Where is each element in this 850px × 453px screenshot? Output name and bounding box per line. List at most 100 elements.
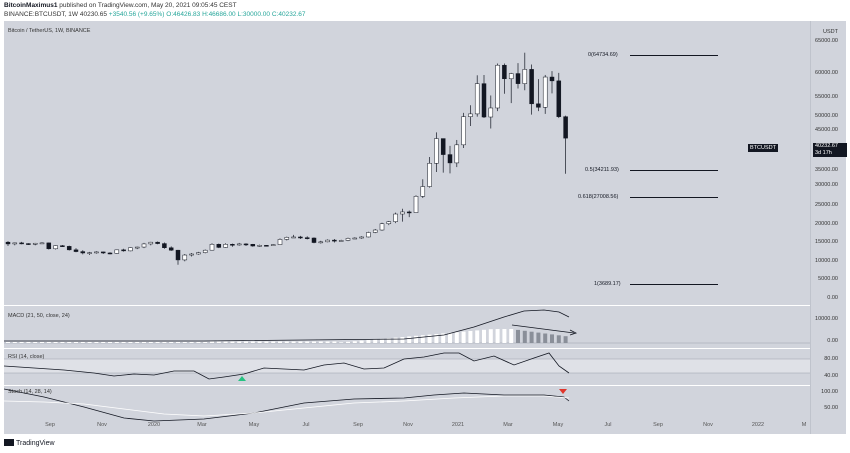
rsi-line xyxy=(4,352,570,380)
rsi-buy-marker xyxy=(238,376,246,381)
pane-divider[interactable] xyxy=(4,305,810,306)
fib-level-05: 0.5(34211.93) xyxy=(585,167,619,173)
macd-histogram-bar xyxy=(543,333,548,343)
macd-histogram-bar xyxy=(60,342,65,343)
macd-histogram-bar xyxy=(271,341,276,343)
macd-histogram-bar xyxy=(393,337,398,343)
published-text: published on TradingView.com, May 20, 20… xyxy=(59,2,237,9)
stoch-pane xyxy=(4,388,570,422)
candle-up xyxy=(236,243,242,246)
macd-histogram-bar xyxy=(407,336,412,343)
candle-down xyxy=(73,249,79,252)
macd-histogram-bar xyxy=(264,341,269,343)
candle-up xyxy=(189,253,194,256)
macd-histogram-bar xyxy=(33,342,38,343)
y-tick: 15000.00 xyxy=(815,239,838,245)
candle-up xyxy=(196,252,201,255)
macd-histogram-bar xyxy=(176,342,180,343)
y-tick: 10000.00 xyxy=(815,258,838,264)
candle-down xyxy=(26,243,31,245)
candle-down xyxy=(175,249,181,261)
footer: TradingView xyxy=(0,436,850,453)
macd-histogram-bar xyxy=(278,341,282,343)
candle-up xyxy=(284,237,290,240)
candle-up xyxy=(209,244,215,251)
x-tick: 2021 xyxy=(451,422,465,428)
candle-up xyxy=(87,252,92,254)
macd-line xyxy=(4,309,570,342)
candle-countdown: 3d 17h xyxy=(815,150,832,156)
macd-histogram-bar xyxy=(454,332,459,343)
macd-tick: 0.00 xyxy=(827,338,838,344)
candle-up xyxy=(474,83,480,115)
macd-histogram-bar xyxy=(434,334,439,343)
macd-histogram-bar xyxy=(556,335,561,343)
fib-line-1 xyxy=(630,284,718,285)
tradingview-logo[interactable]: TradingView xyxy=(4,439,55,447)
macd-histogram-bar xyxy=(210,341,214,343)
candle-down xyxy=(563,116,568,139)
candle-group xyxy=(5,52,568,265)
candle-up xyxy=(223,244,228,248)
macd-histogram-bar xyxy=(359,340,364,343)
fib-level-0: 0(64734.69) xyxy=(588,52,618,58)
candle-up xyxy=(182,254,188,261)
candle-up xyxy=(53,245,58,250)
macd-pane xyxy=(4,309,810,344)
x-tick: Sep xyxy=(45,422,55,428)
macd-label: MACD (21, 50, close, 24) xyxy=(8,313,70,319)
macd-histogram-bar xyxy=(380,338,384,343)
stoch-sell-marker xyxy=(559,389,567,394)
macd-histogram-bar xyxy=(94,342,99,343)
pane-divider[interactable] xyxy=(4,348,810,349)
macd-histogram-bar xyxy=(148,342,153,343)
macd-histogram-bar xyxy=(237,341,242,343)
publish-info: BitcoinMaximus1 published on TradingView… xyxy=(4,2,237,9)
candle-down xyxy=(332,239,337,242)
author-name[interactable]: BitcoinMaximus1 xyxy=(4,2,58,9)
macd-histogram-bar xyxy=(284,341,289,343)
chart-svg[interactable] xyxy=(4,21,810,434)
x-tick: Sep xyxy=(353,422,363,428)
candle-up xyxy=(379,223,385,231)
macd-histogram-bar xyxy=(74,342,78,343)
candle-up xyxy=(114,249,120,254)
candle-up xyxy=(325,239,330,243)
macd-histogram-bar xyxy=(244,341,248,343)
macd-histogram-bar xyxy=(488,329,493,343)
last-price: 40230.65 xyxy=(79,11,107,18)
candle-up xyxy=(338,240,344,242)
macd-histogram-bar xyxy=(80,342,85,343)
macd-histogram-bar xyxy=(522,330,527,343)
rsi-label: RSI (14, close) xyxy=(8,354,45,360)
chart-area[interactable]: Bitcoin / TetherUS, 1W, BINANCE MACD (21… xyxy=(4,21,810,434)
rsi-band xyxy=(4,359,810,373)
macd-histogram-bar xyxy=(87,342,92,343)
macd-tick: 10000.00 xyxy=(815,316,838,322)
brand-name: TradingView xyxy=(16,440,55,447)
macd-histogram-bar xyxy=(461,331,466,343)
candle-up xyxy=(141,243,147,248)
pane-divider[interactable] xyxy=(4,385,810,386)
price-axis[interactable]: USDT 65000.00 60000.00 55000.00 50000.00… xyxy=(810,21,847,434)
fib-line-0618 xyxy=(630,197,718,198)
macd-histogram-bar xyxy=(101,342,106,343)
candle-down xyxy=(250,244,256,247)
candle-up xyxy=(12,242,18,245)
macd-histogram xyxy=(6,329,568,343)
candle-down xyxy=(536,103,541,108)
macd-histogram-bar xyxy=(155,342,160,343)
macd-histogram-bar xyxy=(216,341,221,343)
candle-up xyxy=(134,246,140,249)
candle-down xyxy=(311,237,317,243)
macd-histogram-bar xyxy=(550,334,554,343)
open-value: O:46426.83 xyxy=(166,11,201,18)
candle-down xyxy=(168,247,174,251)
candle-up xyxy=(488,107,494,118)
current-price-tag: 40232.67 3d 17h xyxy=(813,143,847,157)
x-tick: Mar xyxy=(503,422,513,428)
candle-down xyxy=(549,76,555,82)
x-tick: Sep xyxy=(653,422,663,428)
candle-up xyxy=(359,236,364,239)
time-axis[interactable]: Sep Nov 2020 Mar May Jul Sep Nov 2021 Ma… xyxy=(4,420,810,434)
